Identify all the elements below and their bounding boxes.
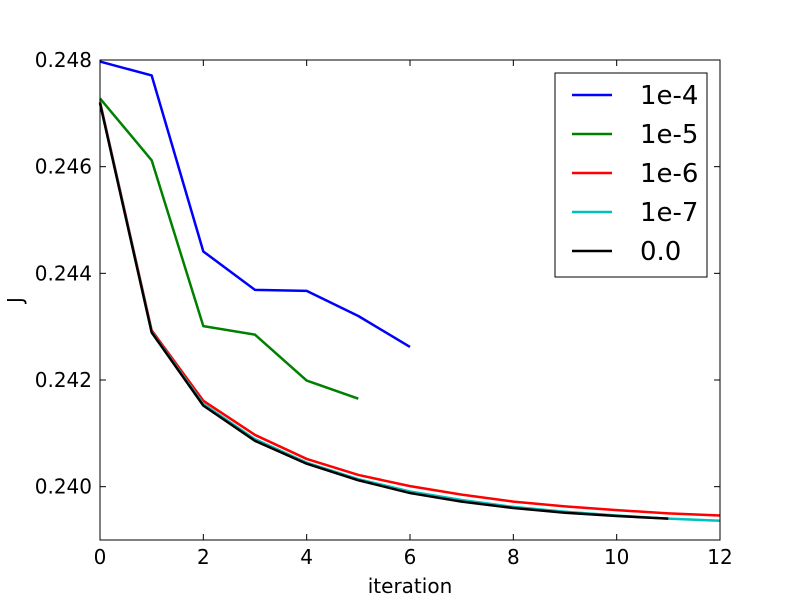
x-axis-label: iteration: [368, 574, 453, 598]
legend-label-1: 1e-5: [640, 120, 698, 150]
y-tick-label: 0.240: [35, 475, 92, 499]
legend: 1e-4 1e-5 1e-6 1e-7 0.0: [554, 72, 708, 278]
legend-label-4: 0.0: [640, 237, 681, 267]
series-line-1: [99, 97, 359, 400]
x-tick-label: 12: [707, 545, 732, 569]
x-tick-label: 10: [604, 545, 629, 569]
x-tick-label: 8: [507, 545, 520, 569]
x-tick-label: 6: [404, 545, 417, 569]
y-tick-label: 0.242: [35, 368, 92, 392]
legend-label-2: 1e-6: [640, 159, 698, 189]
x-tick-label: 4: [300, 545, 313, 569]
x-tick-label: 2: [197, 545, 210, 569]
legend-label-3: 1e-7: [640, 198, 698, 228]
y-axis-label: J: [3, 297, 27, 305]
series-line-0: [99, 60, 411, 349]
legend-frame: [554, 72, 708, 278]
legend-items: 1e-4 1e-5 1e-6 1e-7 0.0: [572, 81, 698, 267]
ticks-layer: 0 2 4 6 8 10 12 0.240 0.242 0.244 0.246 0.248: [35, 48, 733, 569]
y-tick-label: 0.244: [35, 261, 92, 285]
y-tick-label: 0.248: [35, 48, 92, 72]
series-line-2: [98, 101, 721, 517]
series-layer: [98, 60, 721, 523]
y-tick-label: 0.246: [35, 155, 92, 179]
x-tick-label: 0: [94, 545, 107, 569]
legend-label-0: 1e-4: [640, 81, 698, 111]
series-line-4: [98, 102, 669, 520]
